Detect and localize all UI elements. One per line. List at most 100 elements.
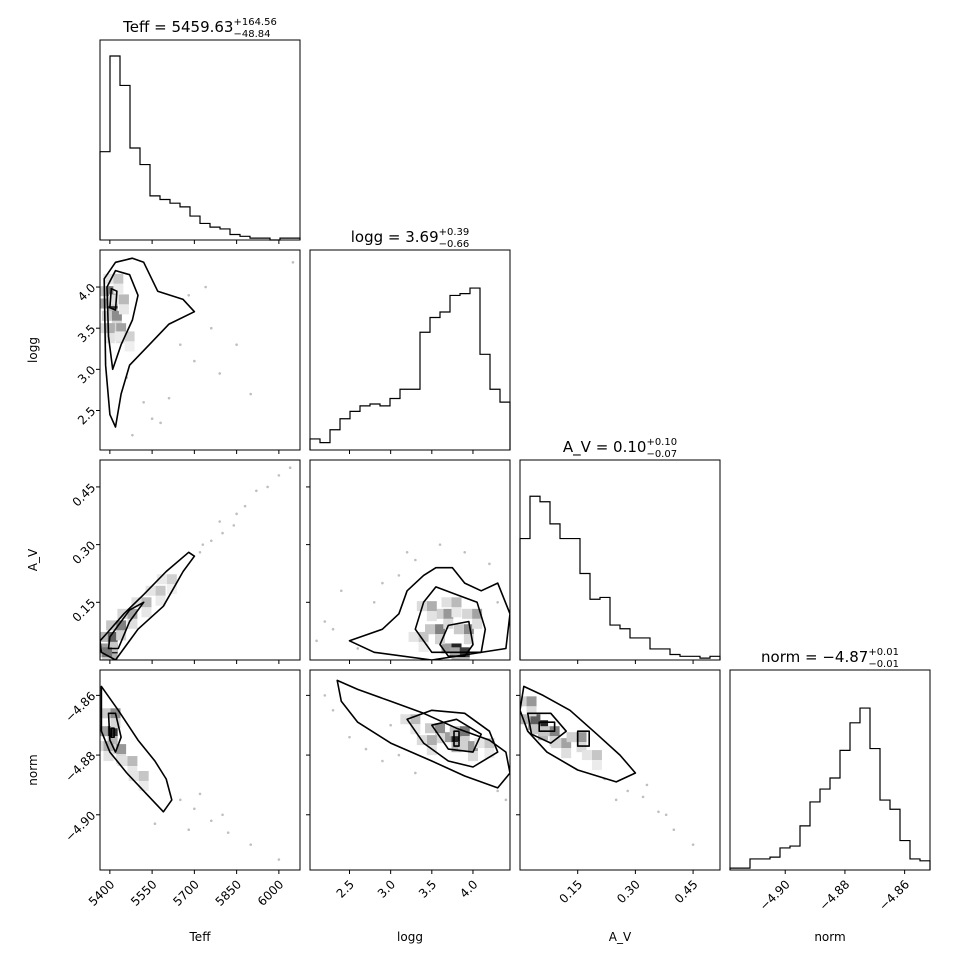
density-cell [451,597,462,608]
title-A_V: A_V = 0.10+0.10 −0.07 [563,437,677,460]
x-axis-label-A_V: A_V [609,930,632,944]
density-cell [435,634,446,645]
density-cell [110,718,121,729]
density-cell [426,611,437,622]
density-cell [463,624,474,635]
sample-point [397,574,401,577]
sample-point [218,372,222,375]
density-cell [435,624,446,635]
sample-point [315,639,318,643]
density-cell [451,732,462,743]
sample-point [193,359,196,363]
density-cell [103,273,114,284]
density-cell [410,724,421,735]
y-axis-label-logg: logg [26,337,40,363]
density-cell [591,760,602,771]
sample-point [150,417,154,421]
y-tick-label: 0.15 [70,596,99,625]
y-tick-label: 4.0 [75,281,98,304]
axes-frame [99,249,301,451]
density-cell [530,724,541,735]
density-cell [103,751,114,762]
density-cell [124,331,135,342]
sample-point [389,723,392,727]
sample-point [198,792,202,796]
density-cell [453,624,464,635]
sample-point [159,421,162,425]
density-cell [425,723,436,734]
x-tick-label: 3.5 [416,877,439,900]
sample-point [364,747,368,751]
density-cell [117,608,128,619]
panel-Teff-logg [100,257,295,437]
sample-point [209,326,213,330]
density-cell [100,323,105,334]
density-cell [526,706,537,717]
sample-point [331,708,335,712]
x-tick-label: −4.86 [876,877,912,913]
contour-line [107,601,145,650]
density-cell [581,750,592,761]
density-cell [118,304,129,315]
density-cell [530,714,541,725]
density-cell [124,341,135,352]
sample-point [201,543,205,546]
density-cell [443,608,454,619]
density-cell [451,607,462,618]
density-cell [113,283,124,294]
density-cell [100,726,108,737]
axes-frame-diag-Teff [99,39,301,241]
y-axis-label-A_V: A_V [26,548,40,571]
sample-point [255,489,258,493]
contour-line [103,257,196,428]
x-axis-label-norm: norm [814,930,845,944]
sample-point [672,828,676,832]
density-cell [166,574,177,585]
sample-point [339,589,343,593]
density-cell [107,653,118,660]
density-cell [520,696,527,707]
histogram-A_V [519,495,721,660]
density-cell [463,634,474,645]
x-axis-label-logg: logg [397,930,423,944]
axes-frame [519,669,721,871]
title-logg: logg = 3.69+0.39 −0.66 [351,227,470,250]
y-tick-label: 0.45 [70,481,99,510]
density-cell [103,741,114,752]
sample-point [178,343,182,346]
density-cell [400,714,411,725]
density-cell [566,732,577,743]
sample-point [266,485,269,489]
x-tick-label: 5850 [213,877,244,908]
sample-point [198,551,202,554]
density-cell [116,620,127,631]
density-cell [418,631,429,642]
sample-point [488,562,491,566]
density-cell [118,294,129,305]
sample-point [414,771,417,775]
x-tick-label: 5400 [86,877,117,908]
contour-line [439,620,474,657]
density-cell [591,750,602,761]
y-tick-label: 3.0 [75,363,98,386]
density-cell [100,298,108,309]
sample-point [193,807,196,811]
contour-line [100,685,173,813]
density-cell [102,657,113,660]
density-cell [551,738,562,749]
contour-line [576,730,590,747]
histogram-Teff [99,55,301,241]
sample-point [131,433,134,437]
density-cell [576,742,587,753]
density-cell [441,732,452,743]
sample-point [397,753,401,757]
x-tick-label: 0.15 [556,877,585,906]
sample-point [221,813,224,817]
x-tick-label: −4.90 [757,877,793,913]
sample-point [348,735,351,739]
density-cell [141,597,152,608]
density-cell [441,597,452,608]
density-cell [145,585,156,596]
y-tick-label: 2.5 [75,404,98,427]
